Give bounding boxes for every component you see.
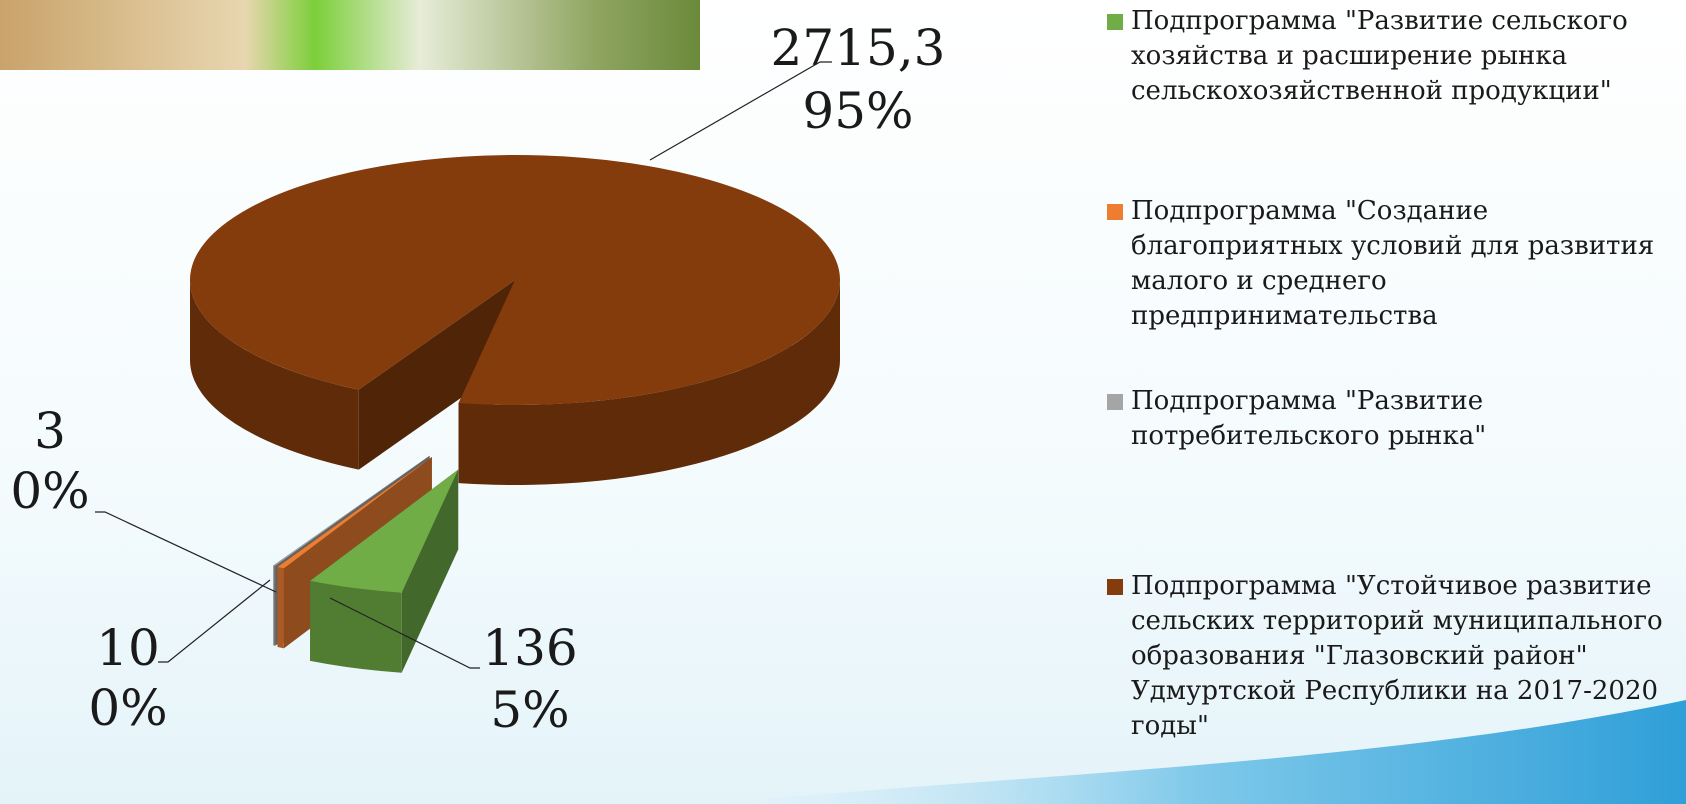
legend-item: Подпрограмма "Создание благоприятных усл…: [1105, 194, 1680, 334]
pie: [190, 155, 841, 673]
legend-swatch: [1107, 14, 1123, 30]
slice: [273, 455, 430, 566]
legend-label: Подпрограмма "Развитие сельского хозяйст…: [1131, 6, 1628, 106]
leader-line: [329, 597, 480, 669]
legend-item: Подпрограмма "Развитие потребительского …: [1105, 384, 1680, 454]
slice-side: [190, 280, 359, 470]
legend-label: Подпрограмма "Устойчивое развитие сельск…: [1131, 571, 1663, 741]
value-label: 136: [482, 619, 577, 677]
percent-label: 95%: [802, 82, 913, 140]
leader-line: [158, 579, 271, 663]
slice-side: [277, 567, 284, 649]
slice-side: [310, 580, 402, 673]
slice: [277, 457, 432, 569]
value-label: 3: [34, 402, 66, 460]
percent-label: 0%: [10, 462, 89, 520]
decor-photo: [0, 0, 700, 70]
slice: [190, 155, 841, 406]
slice-side: [273, 565, 276, 646]
legend-item: Подпрограмма "Развитие сельского хозяйст…: [1105, 4, 1680, 109]
legend-label: Подпрограмма "Развитие потребительского …: [1131, 386, 1487, 451]
legend-swatch: [1107, 204, 1123, 220]
legend-swatch: [1107, 579, 1123, 595]
decor-wave: [700, 700, 1686, 804]
leader-line: [649, 61, 832, 161]
legend-swatch: [1107, 394, 1123, 410]
slice: [310, 469, 459, 593]
percent-label: 5%: [490, 681, 569, 739]
legend-item: Подпрограмма "Устойчивое развитие сельск…: [1105, 569, 1680, 744]
percent-label: 0%: [88, 679, 167, 737]
leader-line: [95, 511, 277, 593]
value-label: 2715,3: [771, 19, 946, 77]
slice-wall: [358, 280, 515, 470]
slice-group: [190, 155, 841, 485]
value-label: 10: [96, 619, 160, 677]
slice-side: [458, 280, 840, 485]
legend-label: Подпрограмма "Создание благоприятных усл…: [1131, 196, 1655, 331]
slice-group: [310, 469, 459, 673]
